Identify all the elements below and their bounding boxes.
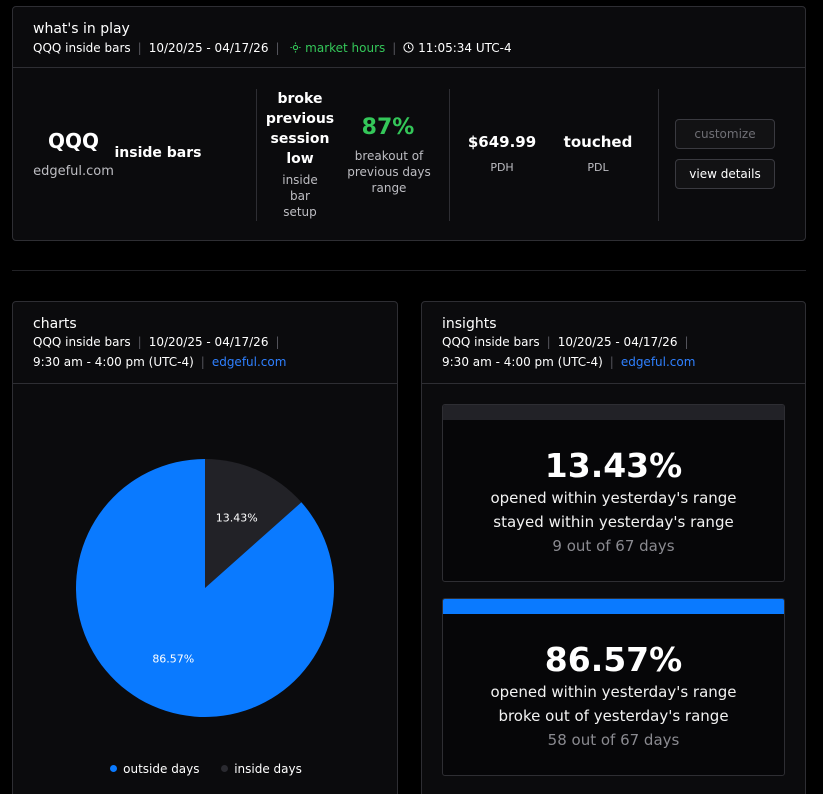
clock-icon [403, 41, 414, 55]
insight-line-2: stayed within yesterday's range [493, 513, 734, 531]
section-divider [12, 270, 806, 271]
pie-label-outside-days: 86.57% [152, 653, 194, 666]
site-link[interactable]: edgeful.com [211, 355, 287, 369]
insight-line-1: opened within yesterday's range [490, 683, 737, 701]
insight-percent: 13.43% [544, 446, 683, 485]
charts-panel: charts QQQ inside bars | 10/20/25 - 04/17/… [12, 301, 398, 794]
pie-slice-outside-days[interactable] [76, 459, 334, 717]
meta-range: 10/20/25 - 04/17/26 [148, 335, 269, 349]
insight-percent: 86.57% [544, 640, 683, 679]
setup-status: broke previous session low [265, 91, 335, 167]
card-bar [443, 599, 784, 614]
meta-ticker: QQQ inside bars [442, 335, 540, 349]
insight-line-2: broke out of yesterday's range [498, 707, 729, 725]
legend-item-outside-days[interactable]: outside days [110, 762, 200, 776]
panel-meta-2: 9:30 am - 4:00 pm (UTC-4) | edgeful.com [33, 355, 287, 369]
pdl-label: PDL [587, 161, 609, 174]
pdh-label: PDH [490, 161, 514, 174]
view-details-button[interactable]: view details [675, 159, 775, 189]
legend-dot [110, 765, 118, 772]
chart-legend: outside days inside days [13, 762, 397, 776]
panel-meta-2: 9:30 am - 4:00 pm (UTC-4) | edgeful.com [442, 355, 696, 369]
setup-type: inside bar setup [282, 173, 318, 219]
breakout-percent: 87% [361, 115, 415, 140]
site-label: edgeful.com [33, 164, 114, 179]
panel-meta: QQQ inside bars | 10/20/25 - 04/17/26 | [33, 335, 280, 349]
meta-ticker: QQQ inside bars [33, 41, 131, 55]
insight-count: 58 out of 67 days [547, 731, 680, 749]
sun-icon [287, 41, 306, 55]
insight-card-outside: 86.57% opened within yesterday's range b… [442, 598, 785, 776]
legend-dot [221, 765, 229, 772]
ticker-symbol: QQQ [47, 129, 99, 153]
pdl-value: touched [563, 133, 633, 151]
meta-range: 10/20/25 - 04/17/26 [148, 41, 269, 55]
pie-label-inside-days: 13.43% [216, 511, 258, 524]
customize-button[interactable]: customize [675, 119, 775, 149]
whats-in-play-panel: what's in play QQQ inside bars | 10/20/25 … [12, 6, 806, 241]
meta-hours: 9:30 am - 4:00 pm (UTC-4) [442, 355, 603, 369]
insights-panel: insights QQQ inside bars | 10/20/25 - 04/1… [421, 301, 806, 794]
insight-count: 9 out of 67 days [552, 537, 675, 555]
timestamp: 11:05:34 UTC-4 [418, 41, 512, 55]
breakout-label: breakout of previous days range [347, 149, 431, 195]
panel-title: charts [33, 316, 77, 332]
card-bar [443, 405, 784, 420]
meta-range: 10/20/25 - 04/17/26 [557, 335, 678, 349]
panel-meta: QQQ inside bars | 10/20/25 - 04/17/26 | mar… [33, 41, 512, 55]
insight-line-1: opened within yesterday's range [490, 489, 737, 507]
report-name: inside bars [114, 145, 202, 161]
market-hours-label: market hours [305, 41, 386, 55]
pdh-value: $649.99 [467, 133, 537, 151]
pie-chart: 13.43% 86.57% [76, 459, 334, 717]
legend-item-inside-days[interactable]: inside days [221, 762, 302, 776]
panel-title: insights [442, 316, 497, 332]
pie-slice-inside-days[interactable] [205, 459, 302, 588]
insight-card-inside: 13.43% opened within yesterday's range s… [442, 404, 785, 582]
panel-meta: QQQ inside bars | 10/20/25 - 04/17/26 | [442, 335, 689, 349]
site-link[interactable]: edgeful.com [620, 355, 696, 369]
meta-hours: 9:30 am - 4:00 pm (UTC-4) [33, 355, 194, 369]
meta-ticker: QQQ inside bars [33, 335, 131, 349]
panel-title: what's in play [33, 21, 130, 37]
